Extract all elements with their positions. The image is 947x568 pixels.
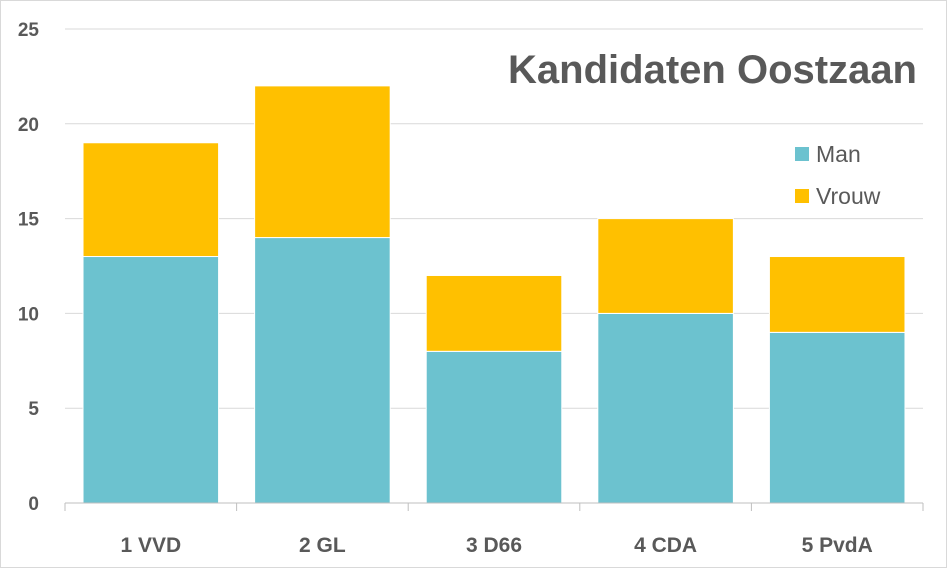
y-tick-label: 15 bbox=[18, 210, 40, 231]
legend-label-vrouw: Vrouw bbox=[816, 183, 881, 209]
bar-vrouw-3 bbox=[425, 274, 563, 352]
legend: Man Vrouw bbox=[795, 141, 881, 209]
y-tick-label: 10 bbox=[18, 304, 39, 325]
bar-man-4 bbox=[597, 312, 734, 504]
x-category-label: 4 CDA bbox=[634, 534, 697, 557]
legend-swatch-vrouw bbox=[795, 189, 809, 203]
legend-label-man: Man bbox=[816, 141, 861, 167]
axes: 1 VVD 2 GL 3 D66 4 CDA 5 PvdA bbox=[64, 502, 924, 557]
bar-man-1 bbox=[82, 256, 220, 504]
x-category-label: 2 GL bbox=[299, 534, 346, 557]
y-tick-label: 5 bbox=[28, 399, 39, 420]
bar-vrouw-1 bbox=[82, 142, 220, 258]
x-category-label: 5 PvdA bbox=[802, 534, 873, 557]
bar-vrouw-4 bbox=[597, 218, 734, 314]
bar-man-3 bbox=[425, 350, 563, 504]
bar-man-2 bbox=[254, 237, 391, 504]
y-tick-label: 0 bbox=[28, 494, 39, 515]
bars bbox=[82, 85, 906, 504]
bar-vrouw-5 bbox=[768, 256, 906, 333]
bar-vrouw-2 bbox=[254, 85, 391, 239]
y-tick-label: 25 bbox=[18, 20, 40, 41]
y-tick-label: 20 bbox=[18, 115, 39, 136]
x-category-label: 3 D66 bbox=[466, 534, 522, 557]
legend-swatch-man bbox=[795, 147, 809, 161]
chart-title: Kandidaten Oostzaan bbox=[508, 48, 917, 92]
x-category-label: 1 VVD bbox=[120, 534, 181, 557]
bar-man-5 bbox=[768, 331, 906, 504]
